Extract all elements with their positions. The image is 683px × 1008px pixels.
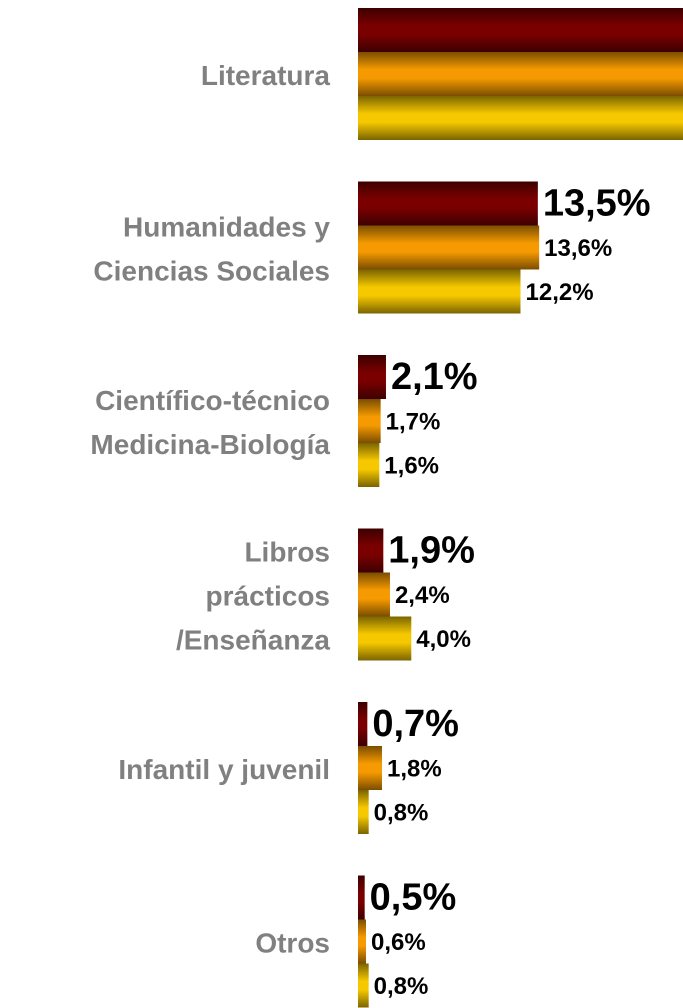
value-label: 1,9% <box>388 530 475 572</box>
value-label: 1,6% <box>384 452 439 479</box>
bar-shade <box>358 181 538 226</box>
value-label: 13,6% <box>544 235 612 262</box>
category-label-line: Científico-técnico <box>95 385 330 416</box>
value-label: 0,8% <box>374 799 429 826</box>
value-label: 1,7% <box>386 408 441 435</box>
category-label-line: Humanidades y <box>123 212 330 243</box>
category-label-line: Ciencias Sociales <box>93 256 330 287</box>
bar-shade <box>358 616 412 661</box>
bar-shade <box>358 875 365 920</box>
value-label: 12,2% <box>526 279 594 306</box>
value-label: 2,4% <box>395 582 450 609</box>
bar-shade <box>358 355 386 399</box>
category-label: Infantil y juvenil <box>118 754 330 785</box>
category-label: Científico-técnico Medicina-Biología <box>90 385 330 460</box>
bar-shade <box>358 399 381 443</box>
bar-shade <box>358 790 369 834</box>
category-label-line: Medicina-Biología <box>90 429 330 460</box>
bar-shade <box>358 269 521 314</box>
bar-shade <box>358 8 683 52</box>
value-label: 0,7% <box>372 703 459 745</box>
value-label: 4,0% <box>416 626 471 653</box>
value-label: 2,1% <box>391 356 478 398</box>
category-label-line: Infantil y juvenil <box>118 754 330 785</box>
bar-shade <box>358 528 384 573</box>
bar-shade <box>358 225 540 270</box>
category-label: Literatura <box>201 60 331 91</box>
bar-shade <box>358 963 369 1008</box>
category-label: Otros <box>255 928 330 959</box>
bar-shade <box>358 443 380 487</box>
bar-shade <box>358 96 683 140</box>
category-label-line: Libros <box>244 537 330 568</box>
category-label-line: prácticos <box>206 581 331 612</box>
bar-shade <box>358 746 382 790</box>
category-label: Libros prácticos/Enseñanza <box>176 537 330 656</box>
bar-shade <box>358 572 390 617</box>
value-label: 1,8% <box>387 755 442 782</box>
category-label: Humanidades y Ciencias Sociales <box>93 212 330 287</box>
value-label: 13,5% <box>543 183 651 225</box>
value-label: 0,6% <box>371 929 426 956</box>
category-label-line: /Enseñanza <box>176 625 330 656</box>
bar-shade <box>358 702 368 746</box>
bar-shade <box>358 52 683 96</box>
bar-shade <box>358 919 366 964</box>
category-label-line: Literatura <box>201 60 331 91</box>
category-label-line: Otros <box>255 928 330 959</box>
value-label: 0,5% <box>370 877 457 919</box>
value-label: 0,8% <box>374 973 429 1000</box>
